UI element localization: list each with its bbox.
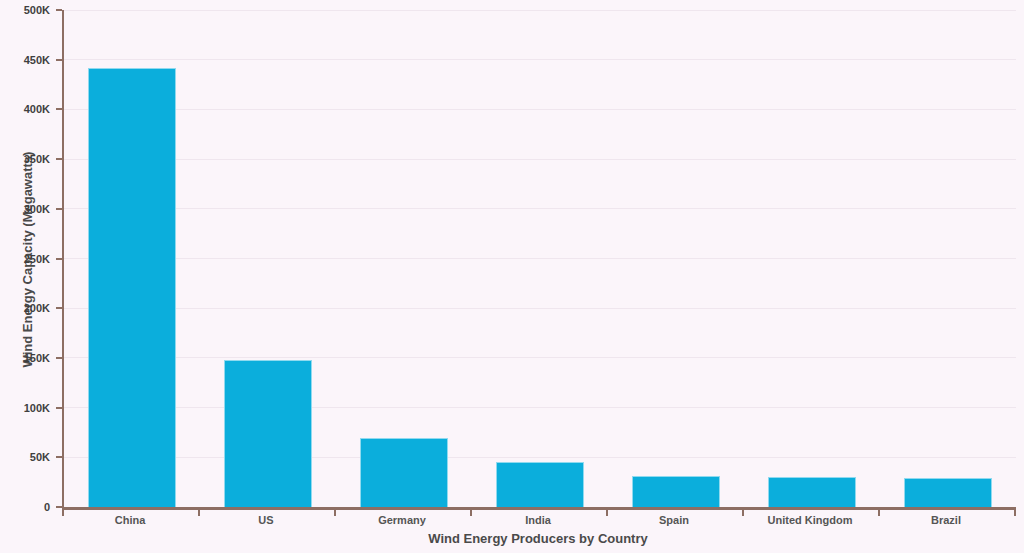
y-tick-label-350K: 350K: [2, 152, 50, 166]
gridline-350K: [64, 159, 1016, 160]
y-tick-label-0: 0: [2, 500, 50, 514]
gridline-250K: [64, 258, 1016, 259]
y-axis-tick-mark: [56, 9, 62, 11]
y-axis-tick-mark: [56, 456, 62, 458]
x-tick-label-united-kingdom: United Kingdom: [742, 514, 878, 526]
x-tick-label-germany: Germany: [334, 514, 470, 526]
x-axis-tick-mark: [742, 510, 744, 516]
gridline-400K: [64, 109, 1016, 110]
x-tick-label-us: US: [198, 514, 334, 526]
x-axis-tick-mark: [62, 510, 64, 516]
bar-us: [224, 360, 312, 507]
x-axis-tick-mark: [198, 510, 200, 516]
y-tick-label-200K: 200K: [2, 301, 50, 315]
y-tick-label-400K: 400K: [2, 102, 50, 116]
plot-area: [62, 10, 1016, 510]
y-tick-label-450K: 450K: [2, 53, 50, 67]
bar-germany: [360, 438, 448, 507]
y-axis-tick-mark: [56, 307, 62, 309]
y-tick-label-500K: 500K: [2, 3, 50, 17]
y-axis-tick-mark: [56, 506, 62, 508]
x-tick-label-brazil: Brazil: [878, 514, 1014, 526]
bar-china: [88, 68, 176, 507]
gridline-450K: [64, 59, 1016, 60]
x-tick-label-spain: Spain: [606, 514, 742, 526]
gridline-100K: [64, 407, 1016, 408]
gridline-300K: [64, 208, 1016, 209]
y-axis-tick-mark: [56, 407, 62, 409]
y-tick-label-50K: 50K: [2, 450, 50, 464]
gridline-50K: [64, 457, 1016, 458]
y-axis-tick-mark: [56, 357, 62, 359]
x-tick-label-china: China: [62, 514, 198, 526]
y-axis-tick-mark: [56, 108, 62, 110]
y-tick-label-300K: 300K: [2, 202, 50, 216]
y-tick-label-100K: 100K: [2, 401, 50, 415]
x-axis-tick-mark: [1014, 510, 1016, 516]
x-axis-tick-mark: [606, 510, 608, 516]
bar-united-kingdom: [768, 477, 856, 507]
bar-spain: [632, 476, 720, 507]
x-tick-label-india: India: [470, 514, 606, 526]
y-axis-tick-mark: [56, 208, 62, 210]
gridline-200K: [64, 308, 1016, 309]
x-axis-tick-mark: [470, 510, 472, 516]
y-tick-label-150K: 150K: [2, 351, 50, 365]
gridline-150K: [64, 357, 1016, 358]
y-axis-tick-mark: [56, 258, 62, 260]
x-axis-title: Wind Energy Producers by Country: [62, 531, 1014, 546]
wind-energy-bar-chart: Wind Energy Capacity (Megawatts) Wind En…: [0, 0, 1024, 553]
bar-india: [496, 462, 584, 507]
y-axis-tick-mark: [56, 158, 62, 160]
x-axis-tick-mark: [878, 510, 880, 516]
y-tick-label-250K: 250K: [2, 252, 50, 266]
bar-brazil: [904, 478, 992, 507]
y-axis-tick-mark: [56, 59, 62, 61]
x-axis-tick-mark: [334, 510, 336, 516]
gridline-500K: [64, 10, 1016, 11]
